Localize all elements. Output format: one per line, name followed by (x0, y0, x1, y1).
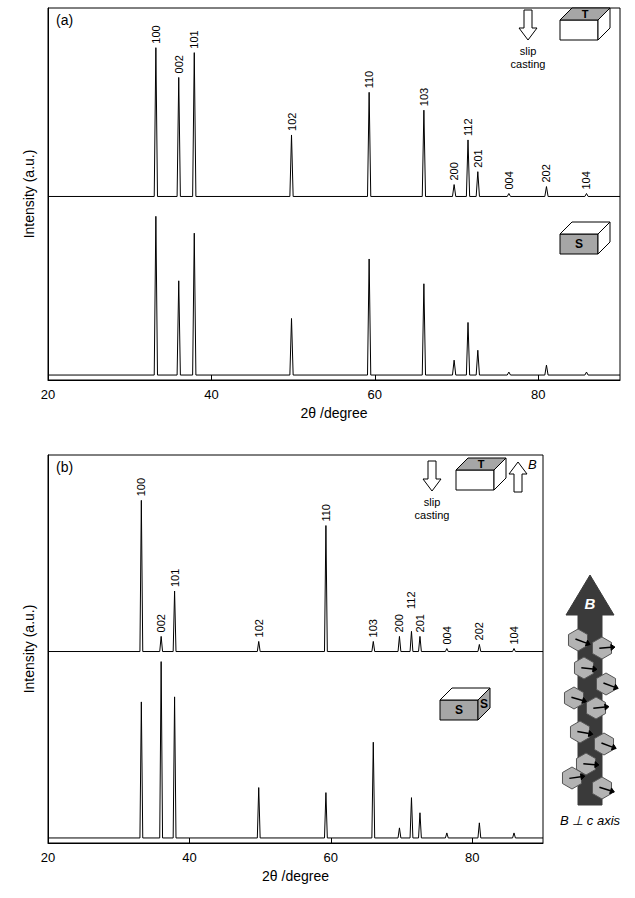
svg-text:(a): (a) (56, 12, 73, 28)
svg-text:004: 004 (441, 626, 453, 644)
svg-text:103: 103 (367, 619, 379, 637)
svg-text:Intensity (a.u.): Intensity (a.u.) (21, 605, 37, 694)
svg-text:casting: casting (415, 509, 450, 521)
svg-text:2θ /degree: 2θ /degree (301, 405, 368, 421)
svg-text:112: 112 (462, 118, 474, 136)
svg-text:004: 004 (503, 171, 515, 189)
svg-text:Intensity (a.u.): Intensity (a.u.) (21, 150, 37, 239)
svg-text:103: 103 (418, 88, 430, 106)
svg-text:2θ /degree: 2θ /degree (262, 868, 329, 884)
svg-text:S: S (480, 697, 488, 711)
svg-text:102: 102 (253, 619, 265, 637)
svg-text:202: 202 (540, 164, 552, 182)
svg-text:B: B (528, 457, 537, 472)
svg-text:20: 20 (41, 850, 55, 865)
svg-text:002: 002 (173, 55, 185, 73)
svg-text:slip: slip (520, 45, 537, 57)
svg-text:casting: casting (511, 58, 546, 70)
svg-text:201: 201 (414, 614, 426, 632)
svg-text:slip: slip (424, 496, 441, 508)
svg-text:200: 200 (393, 614, 405, 632)
svg-text:112: 112 (405, 591, 417, 609)
svg-text:002: 002 (155, 614, 167, 632)
svg-text:101: 101 (188, 30, 200, 48)
svg-text:104: 104 (508, 626, 520, 644)
svg-text:110: 110 (363, 71, 375, 89)
svg-text:100: 100 (135, 478, 147, 496)
svg-text:60: 60 (368, 387, 382, 402)
svg-text:80: 80 (465, 850, 479, 865)
svg-text:40: 40 (204, 387, 218, 402)
svg-text:S: S (455, 703, 463, 717)
svg-text:B: B (585, 595, 596, 612)
svg-text:101: 101 (169, 569, 181, 587)
svg-text:202: 202 (473, 622, 485, 640)
svg-text:200: 200 (448, 162, 460, 180)
svg-text:80: 80 (531, 387, 545, 402)
svg-text:B ⊥ c axis: B ⊥ c axis (560, 813, 621, 828)
svg-text:60: 60 (324, 850, 338, 865)
svg-text:201: 201 (472, 149, 484, 167)
svg-text:S: S (575, 237, 583, 251)
svg-text:110: 110 (320, 504, 332, 522)
svg-text:20: 20 (41, 387, 55, 402)
svg-text:104: 104 (580, 171, 592, 189)
svg-text:T: T (582, 8, 589, 20)
svg-text:100: 100 (150, 25, 162, 43)
svg-text:(b): (b) (56, 459, 73, 475)
svg-text:T: T (478, 458, 485, 470)
svg-text:102: 102 (286, 113, 298, 131)
svg-text:40: 40 (182, 850, 196, 865)
